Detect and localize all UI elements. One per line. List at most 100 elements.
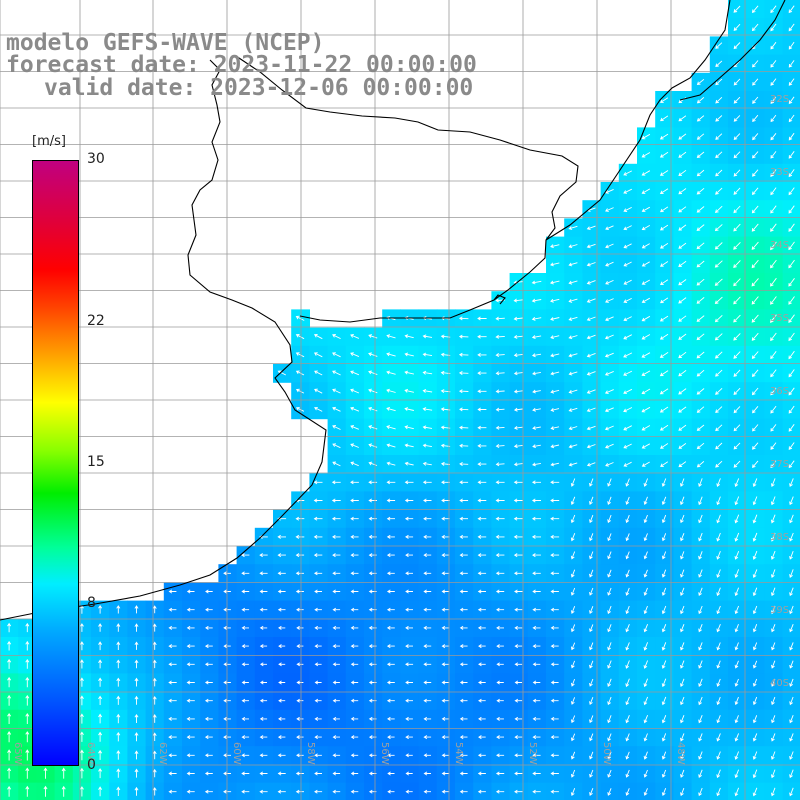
wind-arrow: [241, 735, 250, 740]
wind-arrow: [495, 407, 505, 412]
wind-arrow: [205, 607, 213, 612]
wind-arrow: [7, 785, 12, 797]
wind-arrow: [586, 298, 596, 303]
wind-arrow: [495, 389, 505, 394]
latitude-label: 36S: [770, 386, 789, 397]
wind-arrow: [423, 716, 432, 721]
wind-arrow: [698, 532, 703, 542]
wind-arrow: [586, 262, 596, 267]
wind-arrow: [550, 407, 560, 412]
wind-arrow: [152, 714, 157, 723]
wind-arrow: [459, 534, 468, 539]
wind-arrow: [278, 716, 286, 721]
wind-arrow: [423, 698, 432, 703]
wind-arrow: [532, 644, 541, 649]
wind-arrow: [459, 589, 468, 594]
wind-arrow: [771, 733, 776, 742]
wind-arrow: [751, 351, 759, 359]
wind-arrow: [625, 569, 630, 578]
wind-arrow: [532, 698, 541, 703]
wind-arrow: [550, 553, 560, 558]
wind-arrow: [496, 625, 504, 630]
wind-arrow: [514, 698, 523, 703]
wind-arrow: [458, 389, 469, 394]
wind-arrow: [733, 133, 741, 141]
wind-arrow: [770, 205, 777, 214]
wind-arrow: [659, 388, 669, 395]
wind-arrow: [404, 516, 414, 521]
wind-arrow: [586, 444, 596, 449]
wind-arrow: [441, 498, 450, 503]
wind-arrow: [623, 370, 633, 376]
wind-arrow: [734, 751, 740, 760]
wind-arrow: [586, 371, 596, 376]
wind-arrow: [696, 97, 705, 104]
wind-arrow: [477, 425, 487, 430]
wind-arrow: [550, 534, 560, 539]
wind-arrow: [404, 480, 414, 485]
wind-arrow: [752, 133, 759, 141]
wind-arrow: [478, 698, 486, 703]
wind-arrow: [259, 753, 268, 758]
wind-arrow: [205, 625, 213, 630]
wind-arrow: [332, 771, 341, 776]
wind-arrow: [733, 333, 741, 341]
wind-arrow: [314, 680, 322, 685]
wind-arrow: [496, 662, 504, 667]
wind-arrow: [589, 533, 594, 542]
wind-arrow: [568, 244, 578, 249]
wind-arrow: [223, 698, 231, 703]
wind-arrow: [679, 496, 685, 506]
wind-arrow: [715, 187, 723, 195]
wind-arrow: [550, 662, 559, 667]
wind-arrow: [752, 496, 758, 506]
wind-arrow: [387, 789, 395, 794]
wind-arrow: [715, 133, 723, 140]
wind-arrow: [751, 278, 759, 287]
wind-arrow: [278, 662, 286, 667]
wind-arrow: [770, 41, 777, 50]
wind-arrow: [495, 789, 505, 794]
wind-arrow: [586, 407, 596, 413]
wind-arrow: [459, 680, 468, 685]
wind-arrow: [459, 662, 468, 667]
colorbar-unit: [m/s]: [32, 134, 66, 149]
wind-arrow: [7, 767, 12, 779]
wind-arrow: [441, 644, 450, 649]
wind-arrow: [350, 352, 360, 358]
wind-arrow: [770, 169, 777, 177]
wind-arrow: [770, 332, 777, 342]
wind-arrow: [458, 334, 469, 339]
wind-arrow: [152, 732, 157, 741]
wind-arrow: [680, 569, 685, 578]
wind-arrow: [659, 352, 669, 358]
longitude-label: 56W: [379, 742, 390, 765]
wind-arrow: [134, 695, 139, 705]
wind-arrow: [259, 789, 268, 794]
wind-arrow: [788, 5, 795, 14]
forecast-date: forecast date: 2023-11-22 00:00:00: [6, 52, 477, 78]
wind-arrow: [641, 334, 651, 340]
wind-arrow: [459, 789, 468, 794]
wind-arrow: [550, 462, 560, 467]
wind-arrow: [25, 676, 30, 688]
wind-arrow: [423, 662, 432, 667]
wind-arrow: [660, 461, 669, 467]
wind-arrow: [332, 716, 340, 721]
wind-arrow: [752, 660, 758, 669]
wind-arrow: [788, 350, 795, 360]
wind-arrow: [678, 297, 687, 304]
wind-arrow: [295, 571, 304, 576]
wind-arrow: [477, 443, 487, 448]
wind-arrow: [752, 715, 758, 724]
wind-arrow: [441, 698, 450, 703]
wind-arrow: [168, 735, 177, 740]
wind-arrow: [25, 785, 30, 797]
wind-arrow: [350, 534, 359, 539]
wind-arrow: [771, 660, 776, 669]
wind-arrow: [643, 514, 648, 524]
wind-arrow: [641, 370, 651, 376]
wind-arrow: [589, 496, 594, 505]
wind-arrow: [332, 553, 341, 558]
wind-arrow: [332, 571, 341, 576]
